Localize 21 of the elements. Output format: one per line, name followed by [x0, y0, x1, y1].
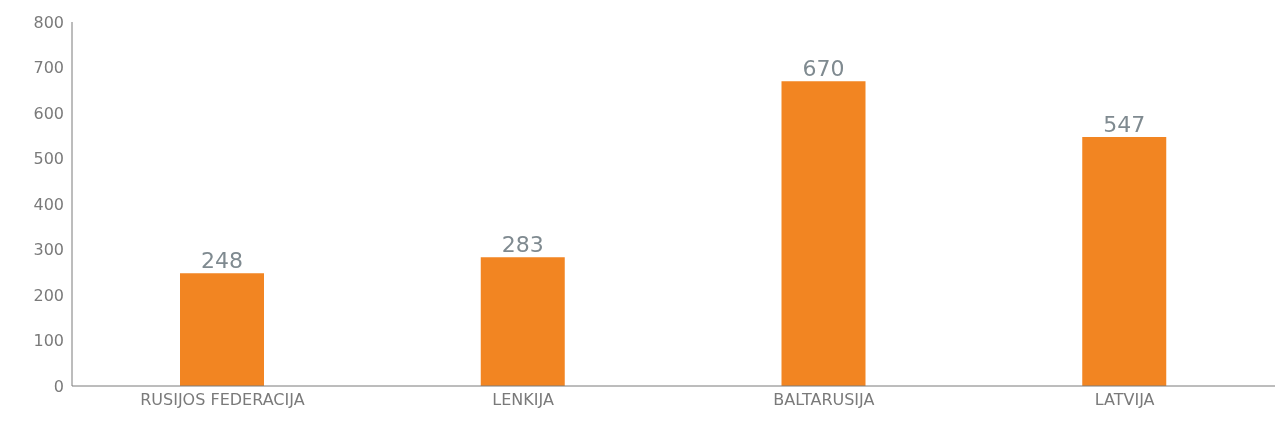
data-label: 248: [201, 248, 243, 274]
bar: [480, 257, 565, 386]
y-tick-label: 300: [33, 240, 64, 260]
x-tick-label: LATVIJA: [1094, 390, 1155, 410]
data-label: 547: [1103, 112, 1146, 138]
y-tick-label: 500: [33, 149, 64, 169]
y-tick-label: 700: [33, 58, 64, 78]
y-tick-label: 600: [33, 103, 64, 123]
y-tick-label: 400: [33, 194, 64, 214]
data-label: 670: [802, 56, 845, 82]
bar: [1082, 137, 1167, 386]
x-tick-label: BALTARUSIJA: [773, 390, 875, 410]
y-tick-label: 0: [53, 376, 64, 396]
bar: [781, 81, 866, 386]
y-tick-label: 100: [33, 331, 64, 351]
bar: [180, 273, 264, 386]
y-tick-label: 800: [33, 12, 64, 32]
data-label: 283: [501, 232, 544, 258]
x-tick-label: RUSIJOS FEDERACIJA: [140, 390, 305, 410]
y-tick-label: 200: [33, 285, 64, 305]
x-tick-label: LENKIJA: [492, 390, 554, 410]
